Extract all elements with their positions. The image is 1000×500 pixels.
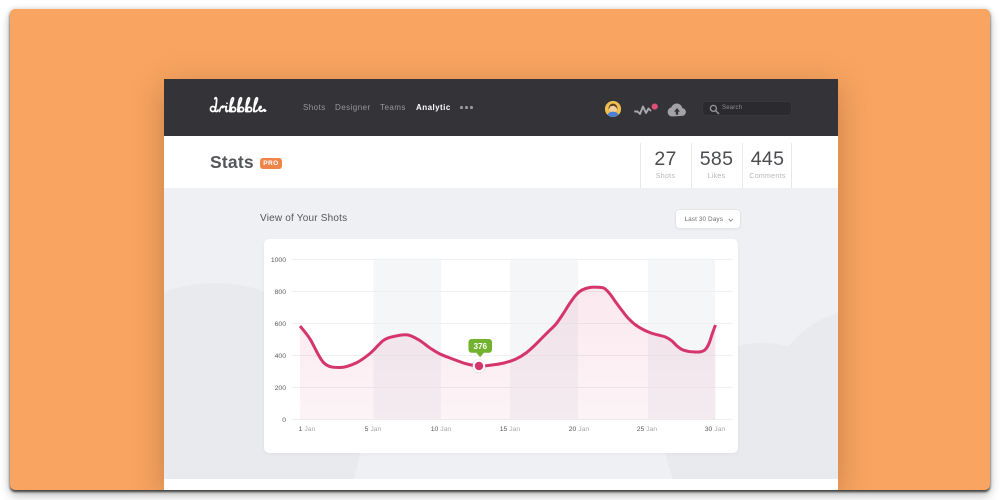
svg-text:800: 800 [275,289,287,296]
svg-text:10 Jan: 10 Jan [431,426,452,433]
svg-text:20 Jan: 20 Jan [569,426,590,433]
svg-text:376: 376 [473,342,487,351]
svg-text:400: 400 [275,353,287,360]
svg-text:30 Jan: 30 Jan [705,426,726,433]
svg-text:200: 200 [275,385,287,392]
svg-text:0: 0 [282,417,286,424]
svg-text:1 Jan: 1 Jan [299,426,316,433]
svg-text:600: 600 [275,321,287,328]
svg-text:1000: 1000 [271,257,286,264]
svg-text:25 Jan: 25 Jan [637,426,658,433]
svg-text:5 Jan: 5 Jan [365,426,382,433]
svg-text:15 Jan: 15 Jan [500,426,521,433]
